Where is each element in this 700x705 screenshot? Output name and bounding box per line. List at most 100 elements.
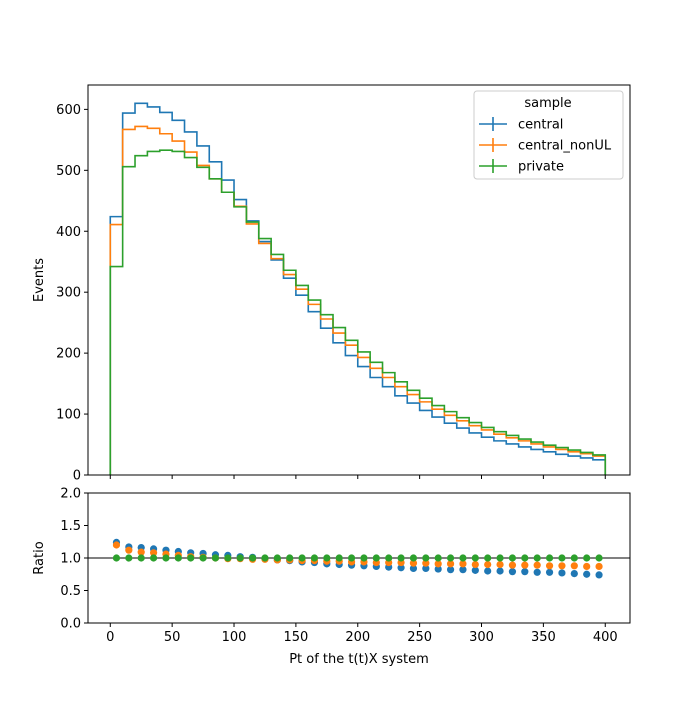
ratio-point-central_nonUL: [521, 561, 529, 569]
ratio-point-central_nonUL: [471, 560, 479, 569]
ratio-point-private: [583, 554, 591, 562]
ratio-point-private: [372, 554, 380, 562]
ratio-point-central: [545, 568, 554, 576]
ratio-point-private: [224, 554, 232, 562]
ratio-point-private: [323, 554, 331, 562]
main-plot: 0 100 200 300 400 500 600 Events: [32, 84, 631, 484]
ratio-point-central_nonUL: [422, 559, 430, 567]
ratio-point-private: [310, 554, 319, 562]
main-y-tick-label: 100: [56, 408, 81, 423]
ratio-point-central: [434, 565, 442, 573]
ratio-point-private: [570, 554, 578, 562]
x-tick-label: 300: [469, 630, 494, 645]
ratio-y-axis-label: Ratio: [32, 541, 47, 574]
ratio-point-private: [199, 554, 207, 562]
ratio-point-private: [211, 554, 220, 562]
ratio-point-private: [261, 554, 269, 562]
ratio-point-private: [162, 554, 170, 562]
main-y-tick-label: 200: [56, 347, 81, 362]
ratio-point-central: [533, 568, 541, 576]
ratio-y-tick-label: 2.0: [60, 487, 81, 502]
ratio-point-private: [360, 554, 368, 562]
ratio-point-private: [471, 554, 479, 562]
x-tick-label: 50: [164, 630, 181, 645]
x-axis-label: Pt of the t(t)X system: [289, 652, 429, 667]
ratio-point-central_nonUL: [595, 562, 603, 571]
ratio-point-central_nonUL: [125, 546, 133, 554]
x-tick-label: 150: [283, 630, 308, 645]
ratio-point-central: [397, 564, 405, 572]
ratio-point-central_nonUL: [583, 562, 591, 571]
ratio-point-central_nonUL: [545, 562, 554, 570]
ratio-point-central: [583, 570, 591, 578]
ratio-y-tick-label: 1.5: [60, 519, 81, 534]
ratio-points-group: [112, 538, 603, 579]
main-series-group: [109, 102, 607, 475]
ratio-point-central_nonUL: [409, 559, 418, 567]
ratio-point-central: [422, 564, 430, 573]
ratio-point-central: [459, 566, 467, 574]
ratio-point-private: [521, 554, 529, 562]
ratio-y-ticks: 0.0 0.5 1.0 1.5 2.0: [60, 487, 88, 632]
ratio-point-private: [409, 554, 418, 562]
ratio-point-private: [496, 554, 504, 562]
legend-title: sample: [524, 96, 571, 111]
ratio-point-central_nonUL: [434, 560, 442, 568]
ratio-point-central_nonUL: [112, 541, 121, 549]
ratio-point-central: [558, 569, 566, 577]
ratio-point-central: [446, 566, 455, 574]
ratio-point-central: [409, 564, 418, 573]
ratio-point-central_nonUL: [558, 562, 566, 570]
ratio-point-private: [533, 554, 541, 562]
ratio-point-private: [174, 554, 182, 562]
x-tick-label: 400: [593, 630, 618, 645]
ratio-point-central: [484, 567, 492, 575]
ratio-point-central: [496, 567, 504, 575]
ratio-y-tick-label: 1.0: [60, 552, 81, 567]
x-tick-label: 200: [345, 630, 370, 645]
ratio-x-ticks: 0 50 100 150 200 250 300 350 400: [106, 623, 618, 645]
main-y-tick-label: 500: [56, 164, 81, 179]
ratio-point-central: [508, 568, 517, 576]
ratio-point-private: [137, 554, 145, 562]
x-tick-label: 250: [407, 630, 432, 645]
main-y-axis-label: Events: [32, 258, 47, 302]
ratio-point-private: [347, 554, 356, 562]
ratio-point-central: [471, 566, 479, 574]
main-y-tick-label: 600: [56, 103, 81, 118]
ratio-point-private: [397, 554, 405, 562]
ratio-point-private: [273, 554, 281, 562]
ratio-point-private: [446, 554, 455, 562]
x-tick-label: 350: [531, 630, 556, 645]
ratio-point-private: [508, 554, 517, 562]
ratio-point-private: [236, 554, 244, 562]
main-plot-frame: [87, 84, 631, 476]
ratio-point-central: [570, 570, 578, 578]
x-tick-label: 0: [106, 630, 114, 645]
ratio-point-private: [187, 554, 195, 562]
ratio-plot: 0.0 0.5 1.0 1.5 2.0 0 50 100 150 200 250 300 350 400…: [32, 487, 631, 645]
ratio-point-private: [298, 554, 306, 562]
ratio-point-central_nonUL: [533, 561, 541, 569]
main-x-ticks: [109, 475, 606, 479]
ratio-point-private: [286, 554, 294, 562]
ratio-point-private: [149, 554, 158, 562]
ratio-point-private: [545, 554, 554, 562]
ratio-point-central_nonUL: [137, 548, 145, 556]
ratio-point-private: [112, 554, 121, 562]
ratio-point-private: [459, 554, 467, 562]
legend-box: [473, 90, 624, 180]
x-tick-label: 100: [222, 630, 247, 645]
ratio-point-central: [521, 568, 529, 576]
ratio-y-tick-label: 0.0: [60, 617, 81, 632]
ratio-point-private: [385, 554, 393, 562]
ratio-point-central_nonUL: [149, 549, 158, 557]
legend-label: central: [518, 118, 563, 133]
ratio-point-private: [248, 554, 257, 562]
series-step-private: [109, 149, 607, 475]
ratio-point-private: [484, 554, 492, 562]
